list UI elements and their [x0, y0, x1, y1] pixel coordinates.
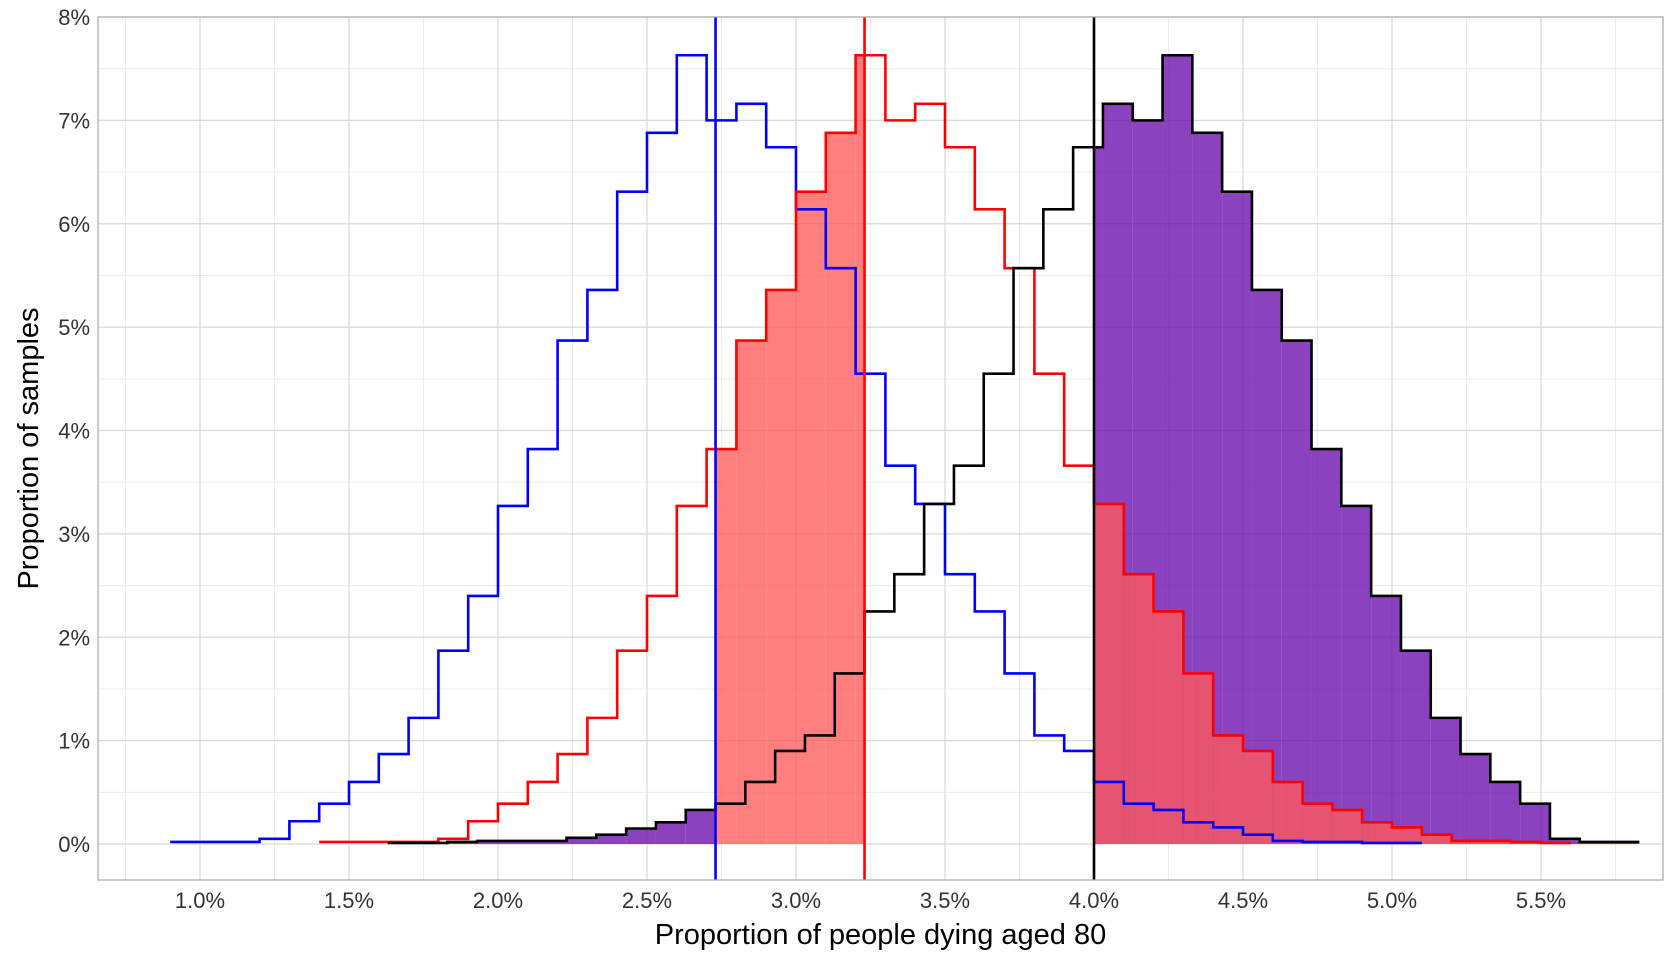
shaded-bin: [1243, 750, 1273, 844]
shaded-bin: [1341, 505, 1372, 844]
shaded-areas: [387, 55, 1640, 845]
shaded-bin: [1421, 834, 1452, 844]
shaded-bin: [736, 340, 767, 844]
y-axis-title: Proportion of samples: [13, 307, 45, 589]
x-tick-label: 4.0%: [1069, 888, 1119, 913]
y-tick-labels: 0% 1% 2% 3% 4% 5% 6% 7% 8%: [58, 5, 90, 857]
shaded-bin: [1362, 822, 1392, 844]
x-tick-label: 5.5%: [1516, 888, 1566, 913]
shaded-bin: [715, 449, 737, 844]
shaded-bin: [1392, 827, 1422, 844]
shaded-bin: [855, 55, 865, 844]
histogram-series: [170, 53, 1640, 845]
histogram-series-0: [170, 53, 1422, 845]
x-tick-label: 5.0%: [1367, 888, 1417, 913]
reference-lines: [714, 17, 1096, 880]
shaded-bin: [1123, 574, 1154, 844]
x-tick-label: 3.0%: [771, 888, 821, 913]
y-tick-label: 0%: [58, 832, 90, 857]
x-tick-label: 2.0%: [473, 888, 523, 913]
plot-border: [97, 16, 1664, 881]
y-tick-label: 5%: [58, 315, 90, 340]
shaded-bin: [1481, 840, 1512, 844]
y-tick-label: 1%: [58, 729, 90, 754]
shaded-bin: [1332, 809, 1363, 844]
shaded-bin: [1460, 754, 1491, 844]
x-axis-title: Proportion of people dying aged 80: [655, 919, 1106, 951]
shaded-bin: [1430, 717, 1461, 844]
shaded-bin: [1094, 503, 1124, 844]
x-tick-label: 2.5%: [622, 888, 672, 913]
x-tick-labels: 1.0% 1.5% 2.0% 2.5% 3.0% 3.5% 4.0% 4.5% 5.0% 5.5%: [175, 888, 1566, 913]
y-tick-label: 4%: [58, 419, 90, 444]
shaded-bin: [1451, 840, 1482, 844]
y-tick-label: 8%: [58, 5, 90, 30]
shaded-bin: [1400, 650, 1431, 844]
histogram-series-1: [319, 53, 1571, 845]
shaded-bin: [566, 837, 597, 844]
shaded-bin: [1520, 803, 1550, 844]
x-tick-label: 4.5%: [1218, 888, 1268, 913]
shaded-bin: [477, 840, 507, 844]
shaded-bin: [1549, 838, 1580, 844]
shaded-bin: [796, 191, 826, 845]
y-tick-label: 3%: [58, 522, 90, 547]
shaded-bin: [536, 840, 567, 844]
shaded-bin: [596, 834, 627, 844]
shaded-bin: [1094, 147, 1103, 844]
shaded-bin: [1272, 781, 1303, 844]
shaded-bin: [1213, 735, 1243, 844]
shaded-bin: [685, 809, 716, 844]
histogram-series-2: [387, 53, 1640, 845]
y-tick-label: 7%: [58, 108, 90, 133]
shaded-bin: [1302, 803, 1333, 844]
shaded-bin: [506, 840, 537, 844]
shaded-bin: [1311, 449, 1342, 844]
shaded-bin: [1371, 595, 1401, 844]
shaded-bin: [626, 828, 656, 844]
x-tick-label: 3.5%: [920, 888, 970, 913]
y-tick-label: 6%: [58, 212, 90, 237]
shaded-bin: [766, 289, 796, 844]
x-tick-label: 1.5%: [324, 888, 374, 913]
shaded-bin: [1490, 781, 1521, 844]
y-tick-label: 2%: [58, 625, 90, 650]
shaded-bin: [655, 822, 686, 844]
shaded-bin: [825, 132, 856, 844]
shaded-bin: [1183, 673, 1214, 844]
shaded-bin: [1281, 340, 1312, 844]
x-tick-label: 1.0%: [175, 888, 225, 913]
shaded-bin: [1153, 611, 1184, 844]
